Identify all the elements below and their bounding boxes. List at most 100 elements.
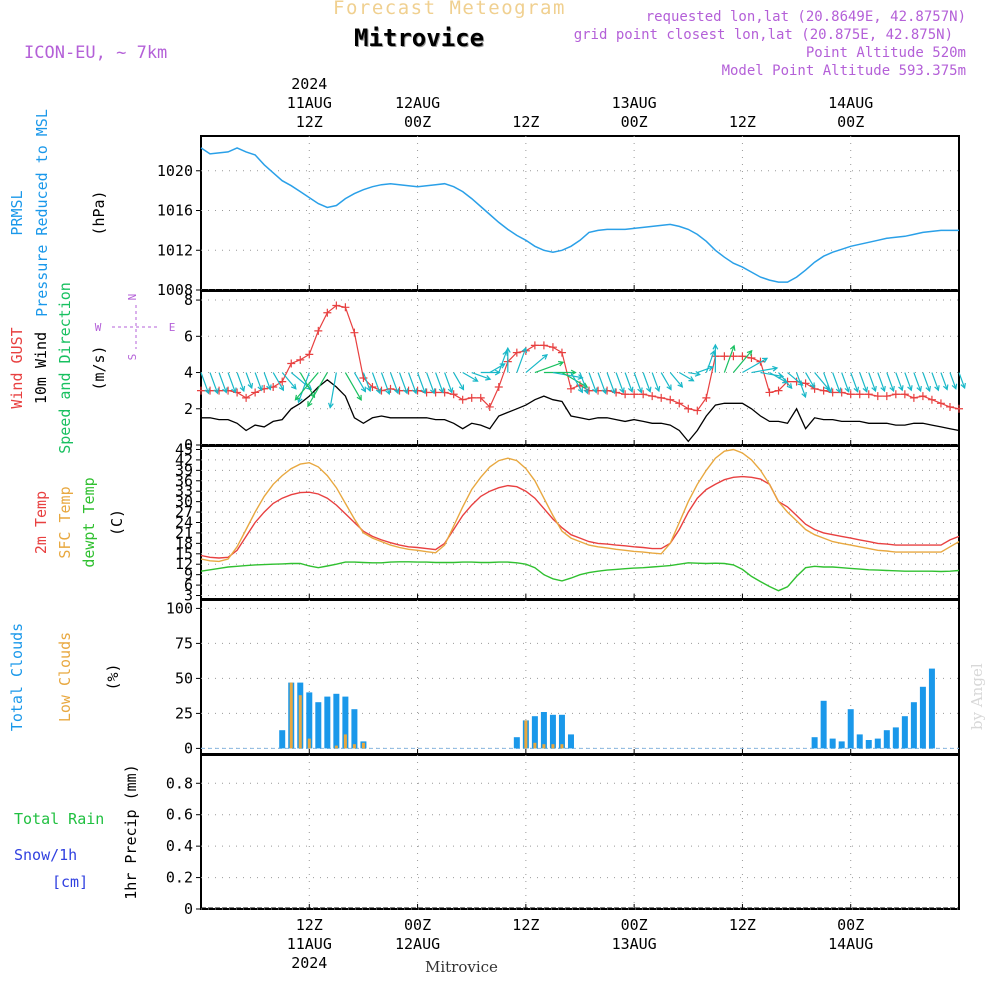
wind-gust-marker: [774, 386, 783, 395]
total-cloud-bar: [847, 709, 854, 749]
wind-direction-arrow: [642, 372, 651, 392]
wind-arrow-head: [835, 387, 842, 394]
total-cloud-bar: [820, 700, 827, 749]
low-cloud-bar: [352, 744, 356, 749]
credit-label: by Angel: [968, 663, 986, 730]
y-tick-label: 0.4: [166, 837, 193, 855]
wind-arrow-head: [356, 394, 362, 401]
wind-arrow-head: [472, 376, 479, 382]
bottom-time-label: 12Z: [512, 916, 539, 934]
y-tick-label: 2: [184, 400, 193, 418]
wind-arrow-head: [278, 385, 285, 392]
wind-arrow-head: [826, 387, 833, 394]
wind-direction-arrow: [660, 372, 672, 390]
wind-direction-arrow: [344, 372, 362, 401]
wind-direction-arrow: [778, 372, 793, 389]
wind-gust-marker: [197, 386, 205, 395]
bottom-time-label: 13AUG: [612, 935, 657, 953]
wind-arrow-head: [746, 349, 753, 356]
requested-location: requested lon,lat (20.8649E, 42.8757N): [645, 9, 966, 25]
wind-arrow-head: [627, 386, 634, 393]
wind-direction-arrow: [371, 372, 381, 394]
wind-arrow-head: [222, 387, 228, 394]
wind-arrow-head: [429, 388, 436, 395]
y-tick-label: 9: [184, 566, 193, 584]
wind-gust-marker: [819, 386, 828, 395]
y-tick-label: 33: [175, 482, 193, 500]
wind-arrow-head: [583, 388, 589, 395]
wind-arrow-head: [266, 384, 272, 391]
wind-direction-arrow: [417, 372, 426, 394]
wind-direction-arrow: [940, 372, 948, 390]
low-cloud-bar: [524, 720, 528, 749]
panel-unit-clouds: (%): [104, 663, 122, 690]
compass-east: E: [169, 321, 176, 334]
wind-arrow-head: [772, 365, 779, 372]
total-cloud-bar: [513, 737, 520, 749]
wind-direction-arrow: [245, 372, 253, 389]
top-time-label: 00Z: [621, 113, 648, 131]
low-cloud-bar: [560, 744, 564, 749]
top-time-label: 12Z: [512, 113, 539, 131]
compass-south: S: [126, 354, 139, 361]
forecast-title: Forecast Meteogram: [333, 0, 566, 19]
y-tick-label: 0: [184, 900, 193, 918]
top-time-label: 13AUG: [612, 94, 657, 112]
wind-arrow-head: [762, 357, 769, 363]
panel-ylabel-wind: Wind GUST: [8, 327, 26, 408]
wind-gust-marker: [512, 348, 521, 357]
wind-direction-arrow: [922, 372, 931, 392]
wind-direction-arrow: [297, 372, 310, 403]
wind-arrow-head: [677, 381, 684, 388]
wind-gust-marker: [702, 393, 711, 402]
wind-gust-marker: [936, 399, 945, 408]
wind-gust-marker: [287, 359, 296, 368]
wind-direction-arrow: [859, 372, 868, 392]
bottom-time-label: 12Z: [296, 916, 323, 934]
bottom-time-label: 12AUG: [395, 935, 440, 953]
wind-arrow-head: [934, 385, 940, 392]
wind-gust-marker: [630, 390, 639, 399]
pressure-line: [200, 147, 959, 283]
total-cloud-bar: [306, 692, 313, 749]
bottom-time-label: 12Z: [729, 916, 756, 934]
wind-gust-marker: [278, 377, 287, 386]
wind-gust-marker: [296, 355, 305, 364]
wind-gust-marker: [341, 303, 350, 312]
wind-gust-marker: [467, 393, 476, 402]
top-time-label: 12Z: [296, 113, 323, 131]
low-cloud-bar: [533, 742, 537, 749]
bottom-time-label: 00Z: [837, 916, 864, 934]
wind-gust-marker: [765, 388, 774, 397]
y-tick-label: 1016: [157, 202, 193, 220]
wind-arrow-head: [880, 385, 886, 393]
total-cloud-bar: [883, 730, 890, 749]
wind-gust-marker: [657, 393, 666, 402]
wind-direction-arrow: [769, 372, 788, 384]
low-cloud-bar: [289, 682, 293, 749]
wind-arrow-head: [801, 391, 807, 399]
wind-arrow-head: [385, 388, 391, 396]
wind-arrow-head: [393, 388, 400, 395]
wind-arrow-head: [862, 386, 869, 393]
bottom-time-label: 2024: [291, 954, 327, 972]
panel-ylabel-temperature: dewpt Temp: [80, 477, 98, 567]
wind-gust-marker: [747, 354, 756, 363]
wind-gust-marker: [476, 393, 485, 402]
wind-direction-arrow: [516, 347, 527, 373]
wind-gust-marker: [305, 350, 314, 359]
wind-gust-marker: [368, 383, 377, 392]
total-cloud-bar: [910, 702, 917, 749]
wind-gust-marker: [251, 388, 260, 397]
total-cloud-bar: [829, 738, 836, 749]
wind-direction-arrow: [606, 372, 616, 394]
wind-arrow-head: [898, 385, 904, 392]
wind-speed-line: [201, 378, 960, 443]
wind-arrow-head: [844, 386, 851, 393]
wind-gust-marker: [873, 392, 882, 401]
total-cloud-bar: [856, 734, 863, 749]
wind-arrow-head: [637, 387, 643, 394]
top-time-label: 14AUG: [828, 94, 873, 112]
temp-line-1: [200, 448, 960, 563]
